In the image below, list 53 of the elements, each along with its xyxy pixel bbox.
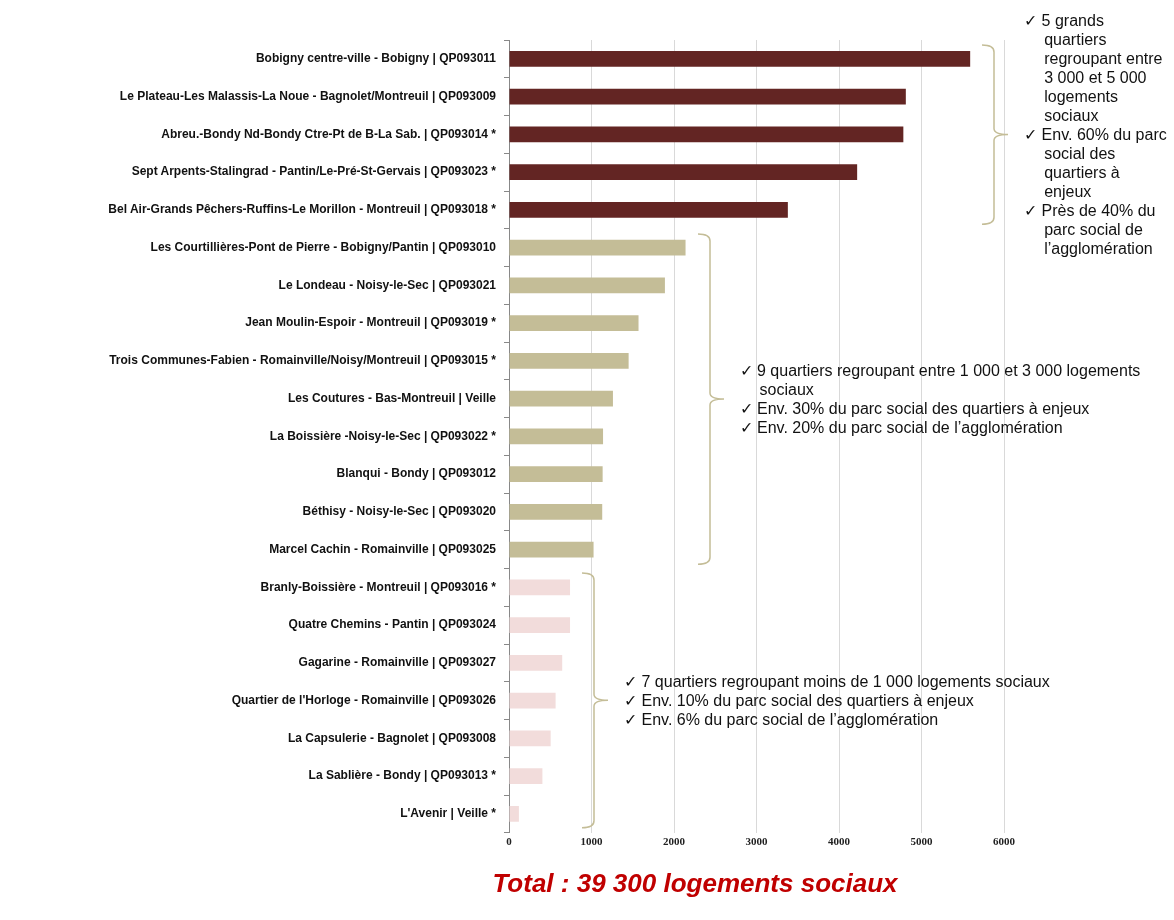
y-tick-label: La Sablière - Bondy | QP093013 *: [308, 768, 497, 783]
bar: [509, 390, 613, 407]
x-tick-label: 1000: [580, 835, 603, 848]
bar: [509, 503, 603, 520]
bar: [509, 315, 639, 332]
bar: [509, 692, 556, 709]
y-tick-label: Béthisy - Noisy-le-Sec | QP093020: [302, 504, 497, 519]
y-tick-label: Blanqui - Bondy | QP093012: [336, 466, 497, 481]
y-tick-label: Les Courtillières-Pont de Pierre - Bobigny/Pantin | QP093010: [150, 239, 497, 254]
bar: [509, 88, 906, 105]
bar: [509, 239, 686, 256]
y-tick-label: Quartier de l'Horloge - Romainville | QP093026: [231, 692, 497, 707]
y-tick-label: L'Avenir | Veille *: [400, 806, 497, 821]
y-tick-label: Abreu.-Bondy Nd-Bondy Ctre-Pt de B-La Sab. | QP093014 *: [161, 126, 497, 141]
annotation: ✓ 7 quartiers regroupant moins de 1 000 logements sociaux ✓ Env. 10% du parc social des quartiers à enjeux ✓ Env. 6% du parc social de l’agglomération: [624, 672, 1051, 730]
y-tick-label: Bobigny centre-ville - Bobigny | QP093011: [255, 51, 497, 66]
y-tick-label: Sept Arpents-Stalingrad - Pantin/Le-Pré-St-Gervais | QP093023 *: [131, 164, 497, 179]
text: ✓ 5 grands quartiers regroupant entre 3 000 et 5 000 logements sociaux ✓ Env. 60% du parc social des quartiers à enjeux ✓ Près de 40% du parc social de l’agglomération: [1024, 11, 1167, 257]
bar: [509, 50, 971, 67]
bar: [509, 654, 563, 671]
bar: [509, 579, 571, 596]
bar: [509, 277, 665, 294]
annotation: ✓ 9 quartiers regroupant entre 1 000 et 3 000 logements sociaux ✓ Env. 30% du parc social des quartiers à enjeux ✓ Env. 20% du parc social de l’agglomération: [739, 360, 1142, 437]
x-tick-label: 6000: [993, 835, 1016, 848]
bar: [509, 466, 603, 483]
text: Total : 39 300 logements sociaux: [491, 868, 899, 899]
y-tick-label: Trois Communes-Fabien - Romainville/Noisy/Montreuil | QP093015 *: [109, 353, 497, 368]
x-tick-label: 0: [506, 835, 513, 848]
bar: [509, 541, 594, 558]
x-tick-label: 4000: [828, 835, 851, 848]
bar: [509, 768, 543, 785]
y-tick-label: Le Londeau - Noisy-le-Sec | QP093021: [278, 277, 497, 292]
x-tick-label: 3000: [745, 835, 768, 848]
y-tick-label: Gagarine - Romainville | QP093027: [298, 655, 497, 670]
bar: [509, 126, 904, 143]
x-tick-label: 2000: [663, 835, 686, 848]
y-tick-label: Marcel Cachin - Romainville | QP093025: [269, 541, 497, 556]
bar: [509, 730, 551, 747]
bar: [509, 806, 519, 822]
y-tick-label: Le Plateau-Les Malassis-La Noue - Bagnolet/Montreuil | QP093009: [119, 88, 497, 103]
x-tick-label: 5000: [910, 835, 933, 848]
y-tick-label: La Capsulerie - Bagnolet | QP093008: [287, 730, 497, 745]
bar: [509, 617, 571, 634]
y-tick-label: Branly-Boissière - Montreuil | QP093016 *: [260, 579, 497, 594]
bar: [509, 352, 629, 369]
bar: [509, 428, 604, 445]
bar: [509, 164, 858, 181]
bar: [509, 201, 788, 218]
y-tick-label: La Boissière -Noisy-le-Sec | QP093022 *: [269, 428, 497, 443]
y-tick-label: Quatre Chemins - Pantin | QP093024: [288, 617, 497, 632]
y-tick-label: Les Coutures - Bas-Montreuil | Veille: [287, 390, 497, 405]
y-tick-label: Bel Air-Grands Pêchers-Ruffins-Le Morillon - Montreuil | QP093018 *: [108, 202, 497, 217]
y-tick-label: Jean Moulin-Espoir - Montreuil | QP093019 *: [245, 315, 497, 330]
